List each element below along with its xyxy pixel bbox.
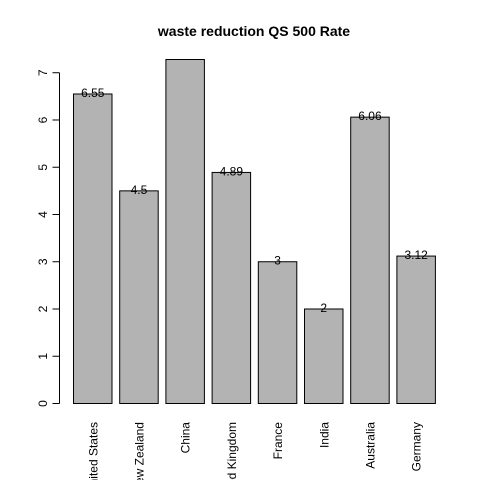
bar	[396, 255, 436, 405]
y-tick-label: 3	[36, 258, 50, 265]
y-tick-label: 4	[36, 211, 50, 218]
category-label: New Zealand	[132, 422, 146, 480]
bar-value-label: 6.06	[358, 109, 382, 123]
category-label: Australia	[363, 422, 377, 469]
y-tick-label: 1	[36, 353, 50, 360]
y-tick-label: 6	[36, 116, 50, 123]
bar-value-label: 4.5	[131, 183, 148, 197]
bar	[73, 93, 113, 404]
category-label: Germany	[410, 422, 424, 471]
category-label: United Kingdom	[225, 422, 239, 480]
bars	[73, 59, 436, 405]
bar	[119, 190, 159, 404]
y-tick-label: 0	[36, 400, 50, 407]
bar	[350, 116, 390, 405]
bar	[165, 59, 205, 404]
category-label: France	[271, 422, 285, 460]
category-label: China	[179, 422, 193, 454]
bar	[304, 308, 344, 404]
bar-value-label: 3	[274, 254, 281, 268]
bar-value-label: 3.12	[404, 248, 428, 262]
y-tick-label: 5	[36, 164, 50, 171]
y-axis: 0 1 2 3 4 5 6 7	[36, 69, 60, 407]
data-labels: 6.55 4.5 4.89 3 2 6.06 3.12	[81, 86, 428, 315]
category-label: India	[317, 422, 331, 448]
y-tick-label: 2	[36, 305, 50, 312]
bar-value-label: 4.89	[220, 164, 244, 178]
bar	[211, 171, 252, 404]
x-axis-labels: United States New Zealand China United King…	[86, 422, 423, 480]
y-tick-label: 7	[36, 69, 50, 76]
category-label: United States	[86, 422, 100, 480]
bar	[257, 261, 298, 404]
bar-value-label: 6.55	[81, 86, 105, 100]
chart-title: waste reduction QS 500 Rate	[157, 23, 350, 39]
bar-value-label: 2	[320, 301, 327, 315]
